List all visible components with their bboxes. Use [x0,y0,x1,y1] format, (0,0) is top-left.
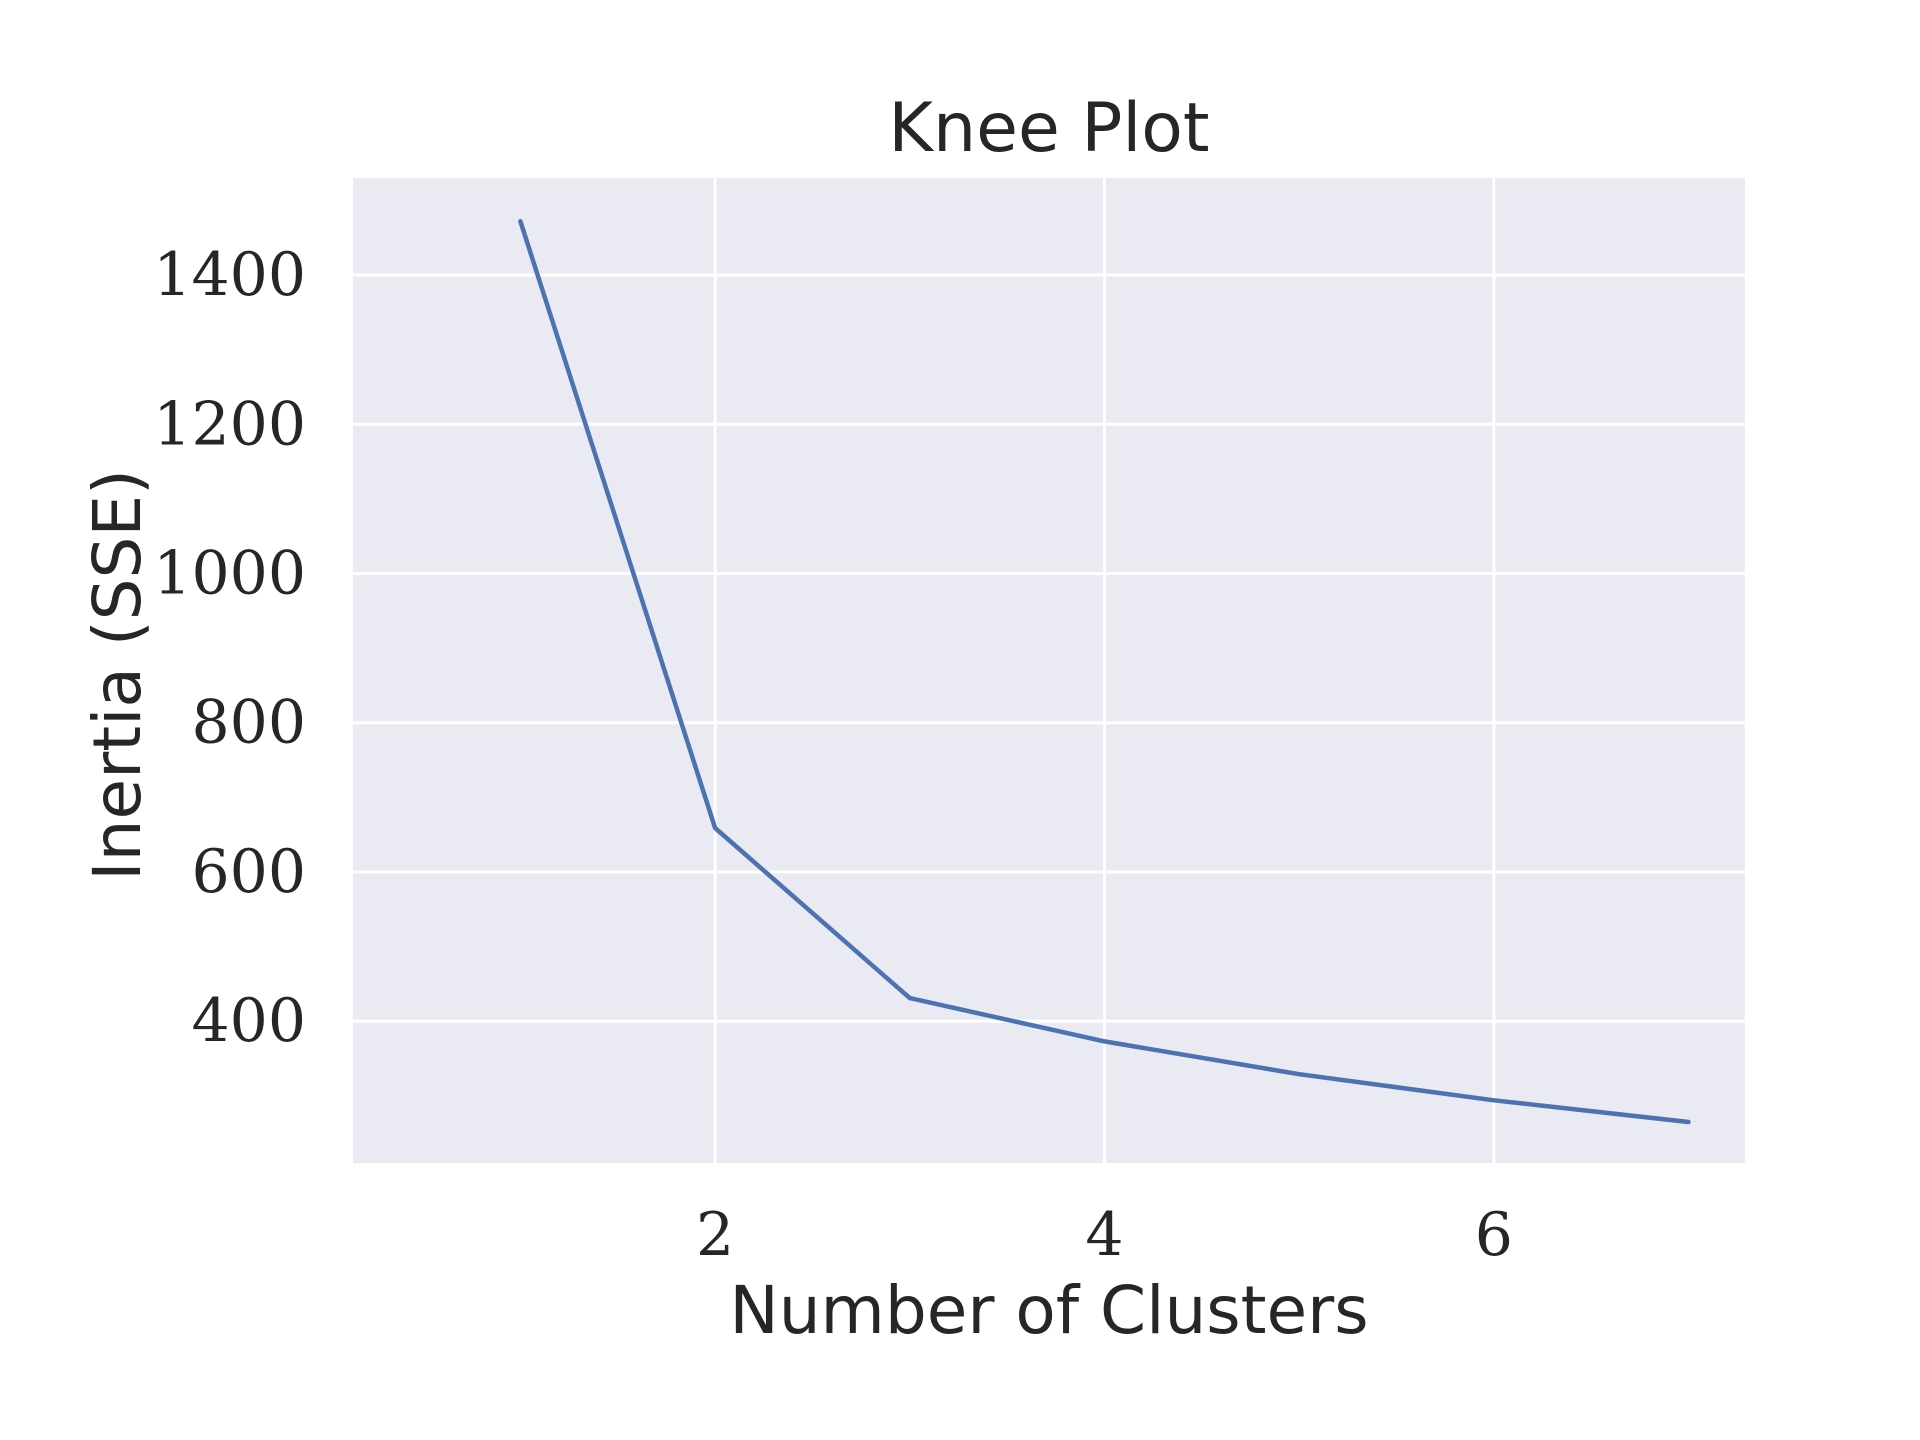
x-tick-label: 4 [1085,1200,1123,1270]
x-tick-labels: 2 4 6 [696,1200,1513,1270]
series-group [518,219,1691,1125]
plot-area [353,178,1745,1163]
y-tick-label: 1200 [153,389,306,459]
chart-title: Knee Plot [888,89,1209,168]
y-tick-label: 800 [191,688,306,758]
x-tick-label: 2 [696,1200,734,1270]
x-axis-label: Number of Clusters [729,1272,1368,1349]
y-tick-label: 1000 [153,538,306,608]
x-tick-label: 6 [1475,1200,1513,1270]
y-tick-label: 1400 [153,240,306,310]
y-axis-label: Inertia (SSE) [79,469,156,881]
y-tick-label: 400 [191,986,306,1056]
y-tick-label: 600 [191,837,306,907]
y-tick-labels: 400 600 800 1000 1200 1400 [153,240,306,1056]
grid-lines [353,178,1745,1163]
series-line [518,219,1691,1125]
